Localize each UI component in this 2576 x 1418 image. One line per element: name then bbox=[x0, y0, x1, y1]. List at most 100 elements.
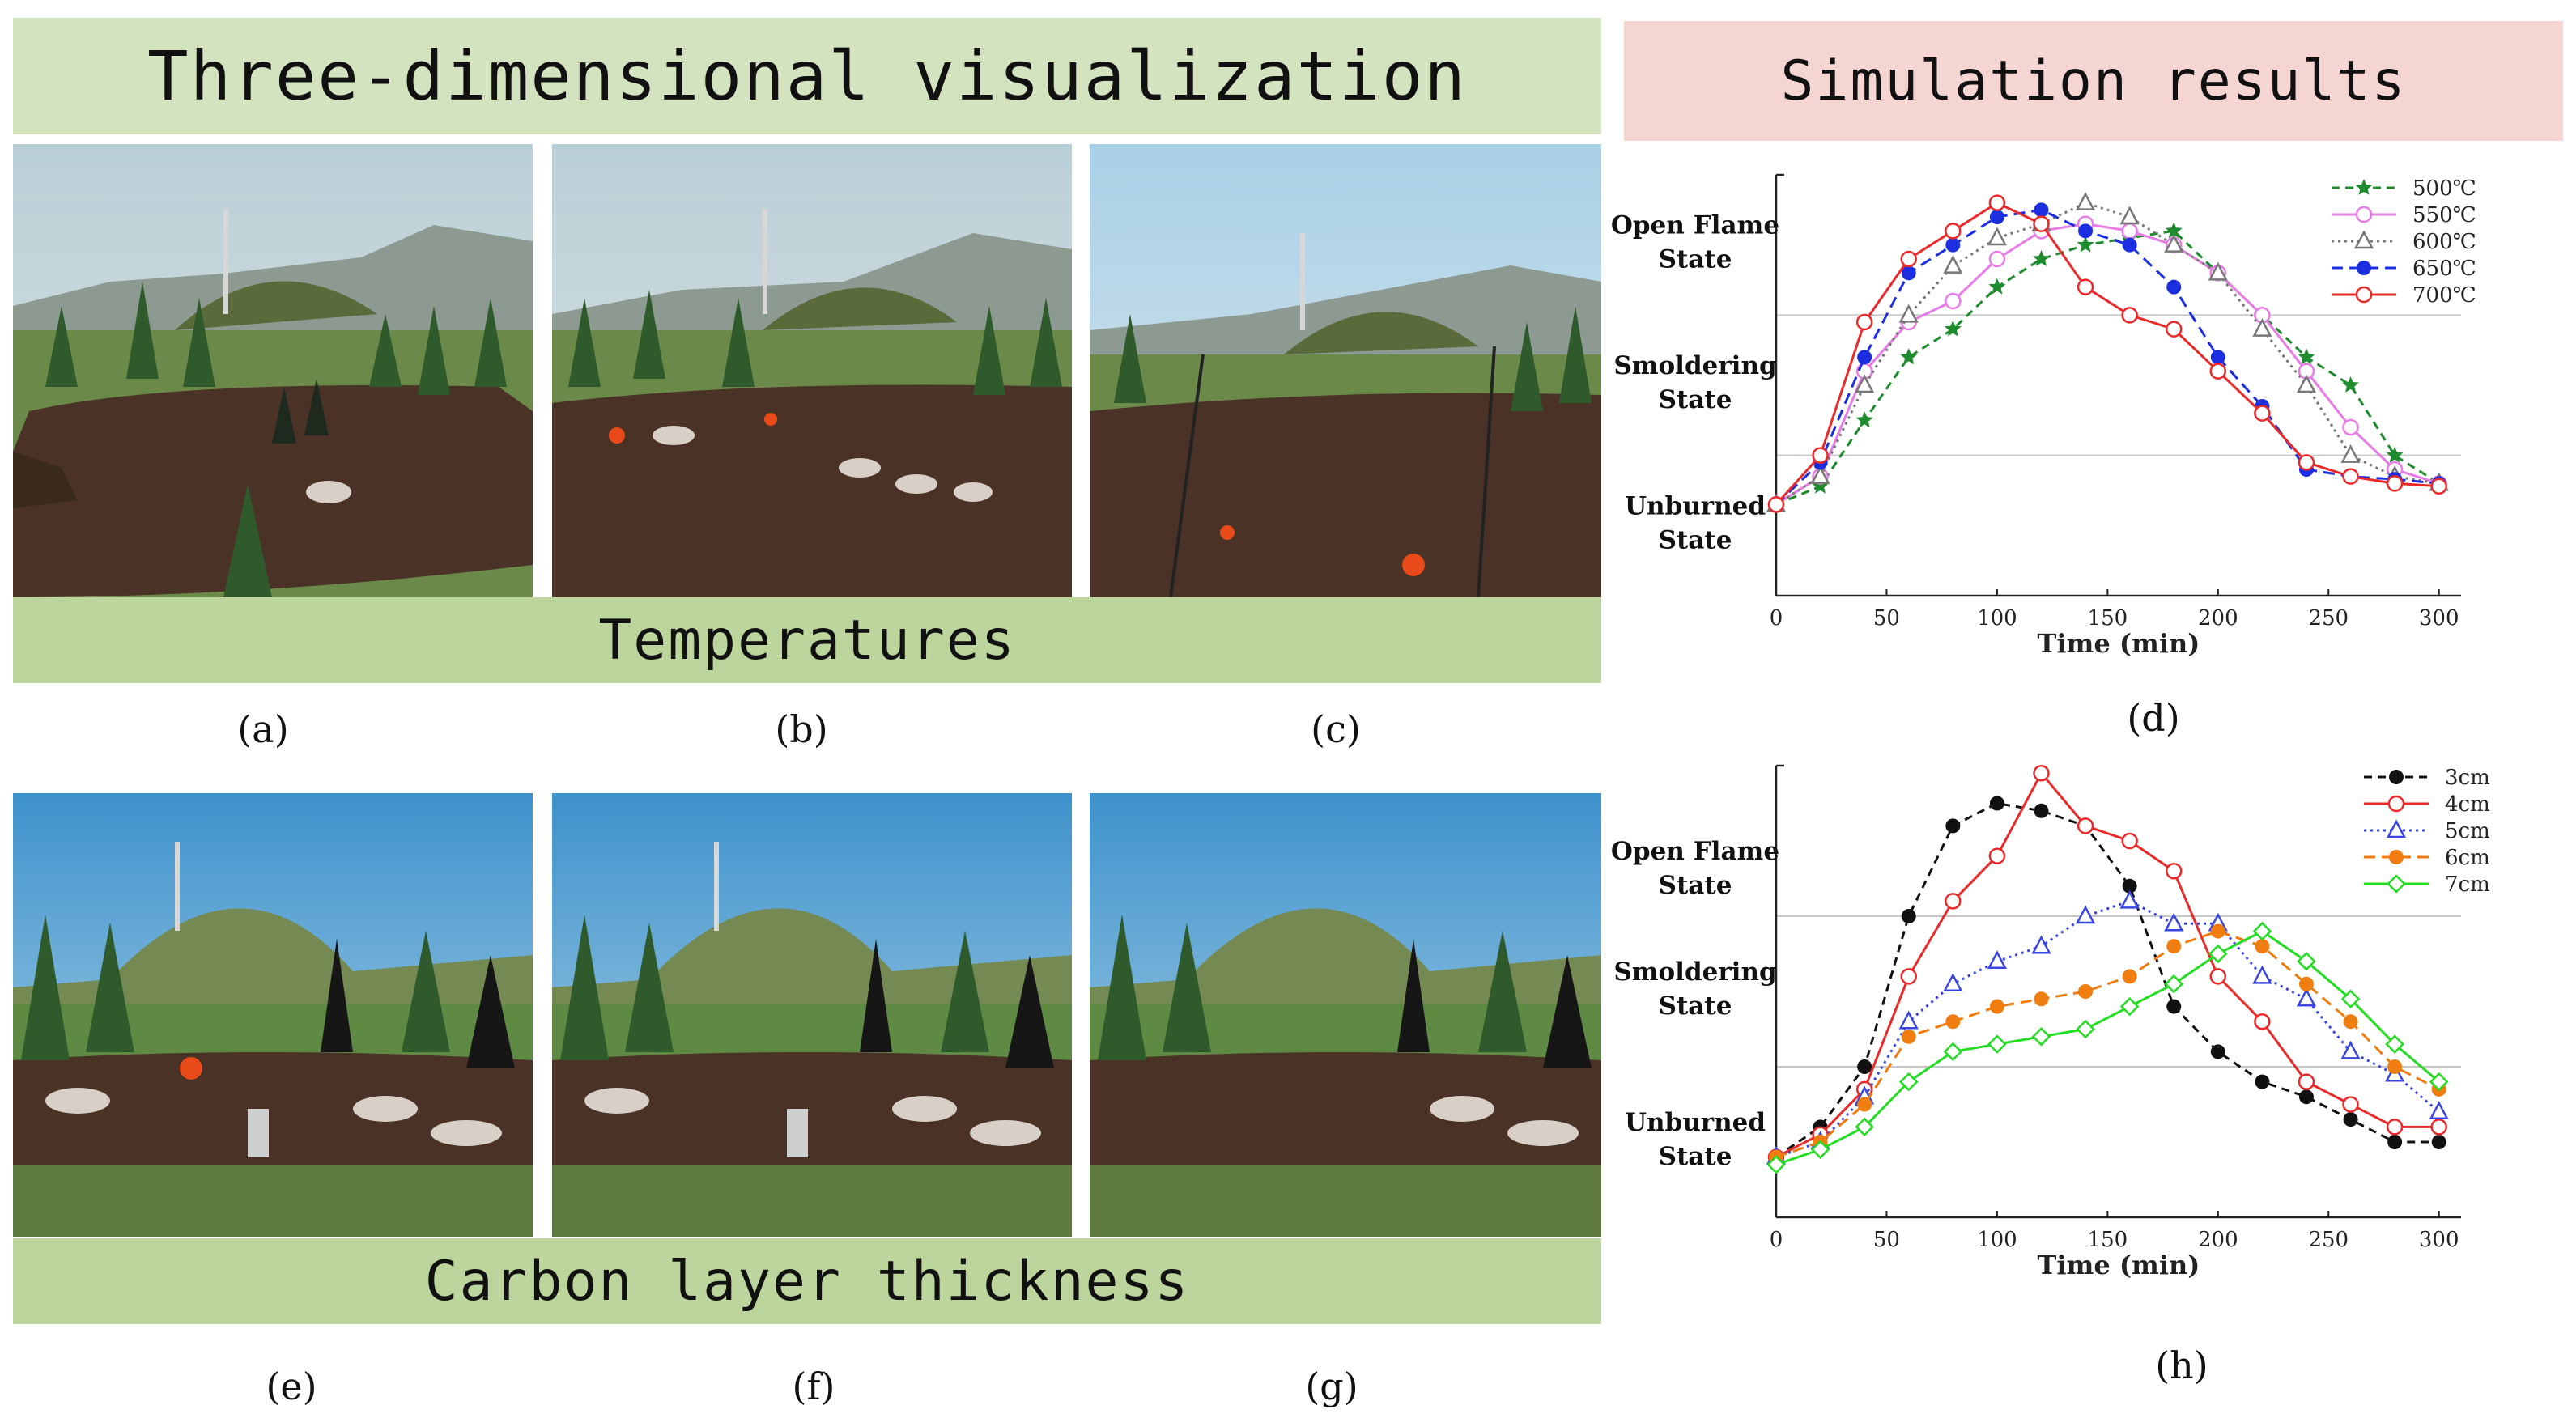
data-point bbox=[2164, 974, 2183, 994]
data-point bbox=[1987, 227, 2007, 246]
series-650℃ bbox=[1769, 202, 2446, 512]
data-point bbox=[1943, 1042, 1963, 1062]
data-point bbox=[1810, 1140, 1830, 1160]
data-point bbox=[1901, 1029, 1916, 1044]
label-d: (d) bbox=[2127, 696, 2180, 740]
data-point bbox=[1945, 893, 1962, 910]
data-point bbox=[2340, 989, 2361, 1009]
y-category-label: Smoldering bbox=[1613, 351, 1776, 380]
data-point bbox=[1943, 973, 1963, 991]
x-tick-label: 50 bbox=[1873, 606, 1900, 630]
data-point bbox=[1855, 313, 1873, 331]
data-point bbox=[2255, 1074, 2270, 1089]
data-point bbox=[2034, 202, 2049, 218]
data-point bbox=[2387, 1135, 2403, 1149]
x-tick-label: 100 bbox=[1977, 606, 2017, 630]
scene-panel-f bbox=[552, 793, 1072, 1237]
x-axis-label: Time (min) bbox=[2038, 628, 2200, 659]
data-point bbox=[1945, 292, 1962, 310]
y-category-label: State bbox=[1659, 991, 1732, 1021]
y-category-label: State bbox=[1659, 245, 1732, 274]
data-point bbox=[2386, 475, 2404, 492]
legend-label: 7cm bbox=[2445, 872, 2490, 897]
simulation-banner: Simulation results bbox=[1624, 21, 2563, 141]
scene-panel-a bbox=[13, 144, 533, 597]
data-point bbox=[1943, 254, 1963, 274]
data-point bbox=[2430, 1119, 2447, 1136]
label-b: (b) bbox=[775, 707, 828, 751]
data-point bbox=[2077, 817, 2094, 834]
data-point bbox=[2075, 191, 2096, 210]
scene-panel-c bbox=[1090, 144, 1601, 597]
data-point bbox=[2342, 468, 2359, 485]
data-point bbox=[1945, 1014, 1961, 1030]
data-point bbox=[2119, 889, 2140, 909]
data-point bbox=[2121, 223, 2138, 240]
data-point bbox=[1898, 1010, 1919, 1030]
data-point bbox=[2165, 862, 2183, 880]
data-point bbox=[2119, 206, 2140, 225]
data-point bbox=[2077, 236, 2094, 253]
legend-label: 5cm bbox=[2445, 819, 2490, 843]
visualization-banner: Three-dimensional visualization bbox=[13, 18, 1601, 134]
legend-marker bbox=[2353, 230, 2374, 249]
legend-marker bbox=[2386, 819, 2407, 838]
data-point bbox=[2164, 233, 2184, 253]
legend-label: 6cm bbox=[2445, 846, 2490, 870]
scene-panel-e bbox=[13, 793, 533, 1237]
series-line bbox=[1775, 201, 2439, 506]
data-point bbox=[1901, 265, 1916, 281]
y-category-label: Smoldering bbox=[1613, 957, 1776, 987]
data-point bbox=[2298, 1073, 2315, 1090]
series-line bbox=[1775, 930, 2440, 1159]
legend-label: 600℃ bbox=[2412, 230, 2476, 254]
data-point bbox=[2076, 1019, 2095, 1039]
x-tick-label: 150 bbox=[2088, 1228, 2128, 1252]
y-category-label: State bbox=[1659, 1142, 1732, 1171]
data-point bbox=[2164, 912, 2184, 932]
data-point bbox=[1855, 411, 1873, 428]
data-point bbox=[2298, 976, 2314, 991]
y-category-label: Open Flame bbox=[1611, 837, 1779, 866]
data-point bbox=[2431, 1135, 2446, 1149]
temperatures-strip: Temperatures bbox=[13, 597, 1601, 683]
x-tick-label: 300 bbox=[2419, 1228, 2459, 1252]
data-point bbox=[1855, 374, 1875, 393]
data-point bbox=[2121, 832, 2138, 850]
y-category-label: Unburned bbox=[1625, 491, 1766, 520]
data-point bbox=[1810, 465, 1830, 484]
series-line bbox=[1775, 208, 2439, 506]
data-point bbox=[1945, 223, 1962, 240]
data-point bbox=[1901, 909, 1916, 923]
data-point bbox=[2387, 1059, 2403, 1074]
data-point bbox=[2252, 921, 2272, 941]
x-tick-label: 250 bbox=[2308, 606, 2349, 630]
series-line bbox=[1775, 202, 2439, 506]
data-point bbox=[1900, 250, 1917, 268]
data-point bbox=[1900, 968, 1917, 985]
data-point bbox=[2121, 307, 2138, 324]
data-point bbox=[2429, 1072, 2449, 1092]
chart-d: 0 50 100 150 200 250 300 Time (min) Open Flame St… bbox=[1603, 154, 2574, 680]
series-line bbox=[1775, 229, 2440, 506]
x-tick-label: 200 bbox=[2198, 606, 2238, 630]
data-point bbox=[2297, 952, 2316, 971]
legend-marker bbox=[2357, 261, 2371, 275]
data-point bbox=[2296, 374, 2317, 393]
data-point bbox=[2031, 1027, 2051, 1047]
data-point bbox=[2122, 237, 2137, 253]
data-point bbox=[1944, 320, 1962, 337]
visualization-title: Three-dimensional visualization bbox=[147, 36, 1467, 116]
data-point bbox=[2255, 939, 2270, 954]
data-point bbox=[2166, 999, 2182, 1014]
data-point bbox=[1945, 818, 1961, 834]
legend-marker bbox=[2355, 286, 2373, 304]
x-tick-label: 200 bbox=[2198, 1228, 2238, 1252]
series-line bbox=[1775, 801, 2439, 1158]
data-point bbox=[2165, 321, 2183, 338]
carbon-strip: Carbon layer thickness bbox=[13, 1238, 1601, 1324]
series-line bbox=[1775, 223, 2440, 506]
data-point bbox=[1989, 210, 2004, 224]
legend-label: 650℃ bbox=[2412, 257, 2476, 281]
label-c: (c) bbox=[1311, 707, 1361, 751]
